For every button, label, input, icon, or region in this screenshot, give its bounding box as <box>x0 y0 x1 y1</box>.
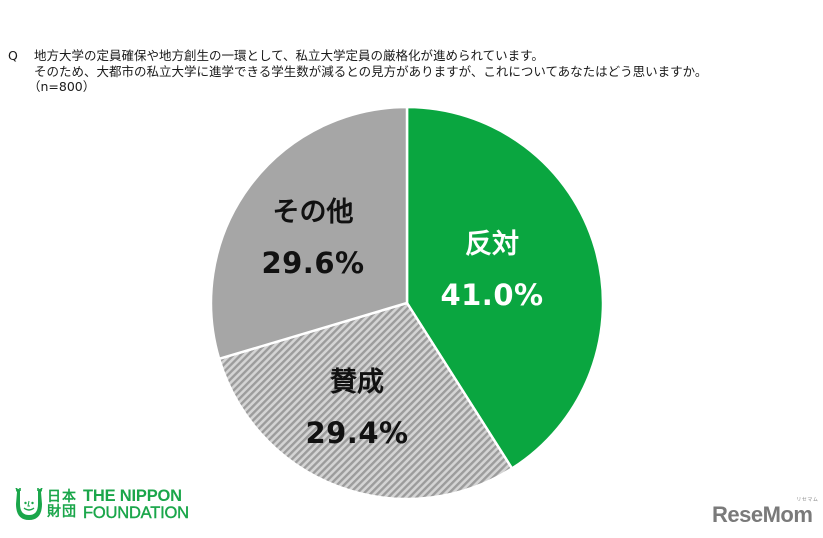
slice-name: 賛成 <box>329 367 384 398</box>
pie-slice-other <box>209 105 409 361</box>
slice-label-oppose: 反対 41.0% <box>440 228 543 312</box>
nippon-english: THE NIPPON FOUNDATION <box>83 488 189 522</box>
nippon-foundation-logo: 日本 財団 THE NIPPON FOUNDATION <box>14 488 189 522</box>
slice-percent: 29.4% <box>305 416 409 450</box>
question-line-2: そのため、大都市の私立大学に進学できる学生数が減るとの見方がありますが、これにつ… <box>34 63 708 79</box>
question-marker: Q <box>8 48 18 63</box>
resemom-wordmark: ReseMom <box>712 502 813 527</box>
slice-percent: 29.6% <box>261 246 365 280</box>
nippon-kanji-line-2: 財団 <box>47 504 77 520</box>
pie-slice-agree <box>217 301 514 501</box>
question-block: Q 地方大学の定員確保や地方創生の一環として、私立大学定員の厳格化が進められてい… <box>8 48 707 95</box>
nippon-kanji-line-1: 日本 <box>47 489 77 505</box>
slice-label-agree: 賛成 29.4% <box>305 366 408 450</box>
nippon-english-line-2: FOUNDATION <box>83 504 189 522</box>
resemom-logo: ReseMom リセマム <box>712 497 818 528</box>
slice-name: 反対 <box>464 229 519 260</box>
sample-size: （n=800） <box>28 79 96 94</box>
slice-name: その他 <box>272 197 354 228</box>
nippon-foundation-face-icon <box>15 488 43 520</box>
nippon-english-line-1: THE NIPPON <box>83 487 182 505</box>
nippon-kanji: 日本 財団 <box>47 490 77 520</box>
slice-label-other: その他 29.6% <box>261 196 364 280</box>
slice-percent: 41.0% <box>440 278 544 312</box>
resemom-subtext: リセマム <box>796 497 819 503</box>
question-line-1: 地方大学の定員確保や地方創生の一環として、私立大学定員の厳格化が進められています… <box>34 48 544 63</box>
